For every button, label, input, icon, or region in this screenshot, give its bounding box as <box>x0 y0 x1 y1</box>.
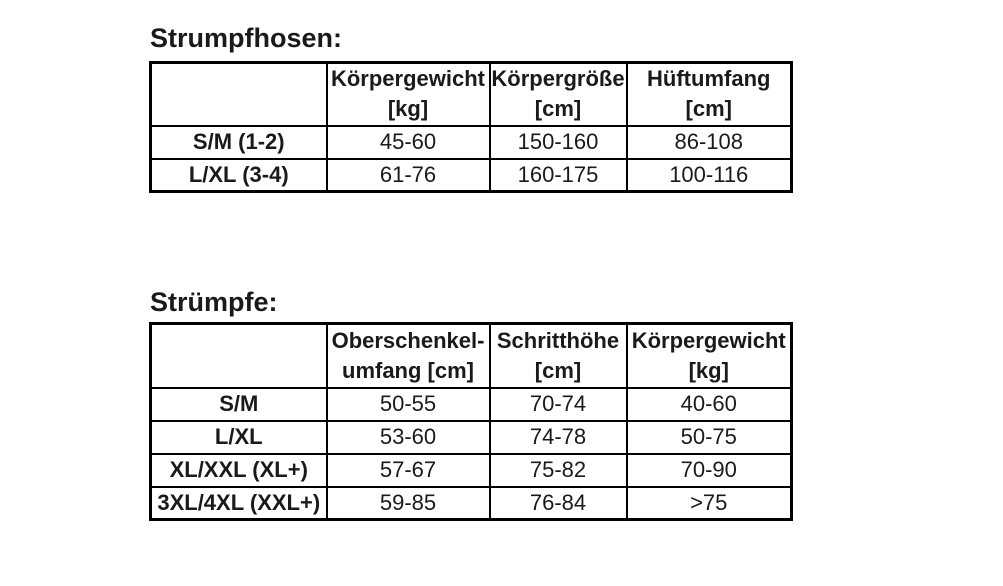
schritthoehe-cell: 70-74 <box>488 386 628 422</box>
schritthoehe-cell: 75-82 <box>488 452 628 488</box>
table-row: 3XL/4XL (XXL+) 59-85 76-84 >75 <box>149 485 793 521</box>
size-label-cell: XL/XXL (XL+) <box>149 452 328 488</box>
struempfe-header-oberschenkelumfang: Oberschenkel- umfang [cm] <box>325 322 491 389</box>
size-label-cell: L/XL <box>149 419 328 455</box>
header-line-1: Hüftumfang <box>647 66 771 92</box>
oberschenkelumfang-cell: 50-55 <box>325 386 491 422</box>
header-line-1: Schritthöhe <box>496 327 620 353</box>
strumpfhosen-header-koerpergroesse: Körpergröße [cm] <box>488 61 628 127</box>
oberschenkelumfang-cell: 57-67 <box>325 452 491 488</box>
struempfe-header-schritthoehe: Schritthöhe [cm] <box>488 322 628 389</box>
strumpfhosen-header-koerpergewicht: Körpergewicht [kg] <box>325 61 491 127</box>
struempfe-section-title: Strümpfe: <box>150 287 278 317</box>
schritthoehe-cell: 74-78 <box>488 419 628 455</box>
koerpergewicht-cell: 50-75 <box>625 419 793 455</box>
koerpergewicht-cell: 40-60 <box>625 386 793 422</box>
strumpfhosen-header-empty-cell <box>149 61 328 127</box>
koerpergewicht-cell: >75 <box>625 485 793 521</box>
table-row: L/XL 53-60 74-78 50-75 <box>149 419 793 455</box>
struempfe-size-table: Oberschenkel- umfang [cm] Schritthöhe [c… <box>149 322 793 521</box>
table-row: S/M 50-55 70-74 40-60 <box>149 386 793 422</box>
table-row: S/M (1-2) 45-60 150-160 86-108 <box>149 124 793 160</box>
table-row: XL/XXL (XL+) 57-67 75-82 70-90 <box>149 452 793 488</box>
size-label-cell: S/M <box>149 386 328 422</box>
size-label-cell: 3XL/4XL (XXL+) <box>149 485 328 521</box>
oberschenkelumfang-cell: 53-60 <box>325 419 491 455</box>
header-line-1: Oberschenkel- <box>331 327 485 353</box>
koerpergewicht-cell: 61-76 <box>325 157 491 193</box>
hueftumfang-cell: 86-108 <box>625 124 793 160</box>
strumpfhosen-section-title: Strumpfhosen: <box>150 23 342 53</box>
strumpfhosen-header-row: Körpergewicht [kg] Körpergröße [cm] Hüft… <box>149 61 793 127</box>
header-line-2: [kg] <box>387 96 429 122</box>
header-line-1: Körpergewicht <box>330 66 486 92</box>
header-line-2: [kg] <box>688 357 729 383</box>
strumpfhosen-header-hueftumfang: Hüftumfang [cm] <box>625 61 793 127</box>
header-line-1: Körpergröße <box>491 66 625 92</box>
koerpergewicht-cell: 70-90 <box>625 452 793 488</box>
struempfe-header-empty-cell <box>149 322 328 389</box>
strumpfhosen-size-table: Körpergewicht [kg] Körpergröße [cm] Hüft… <box>149 61 793 193</box>
header-line-1: Körpergewicht <box>631 327 786 353</box>
koerpergewicht-cell: 45-60 <box>325 124 491 160</box>
header-line-2: [cm] <box>685 96 732 122</box>
header-line-2: umfang [cm] <box>342 357 474 383</box>
struempfe-header-koerpergewicht: Körpergewicht [kg] <box>625 322 793 389</box>
oberschenkelumfang-cell: 59-85 <box>325 485 491 521</box>
schritthoehe-cell: 76-84 <box>488 485 628 521</box>
header-line-2: [cm] <box>534 357 582 383</box>
struempfe-header-row: Oberschenkel- umfang [cm] Schritthöhe [c… <box>149 322 793 389</box>
koerpergroesse-cell: 150-160 <box>488 124 628 160</box>
hueftumfang-cell: 100-116 <box>625 157 793 193</box>
table-row: L/XL (3-4) 61-76 160-175 100-116 <box>149 157 793 193</box>
koerpergroesse-cell: 160-175 <box>488 157 628 193</box>
size-label-cell: L/XL (3-4) <box>149 157 328 193</box>
size-label-cell: S/M (1-2) <box>149 124 328 160</box>
header-line-2: [cm] <box>534 96 582 122</box>
